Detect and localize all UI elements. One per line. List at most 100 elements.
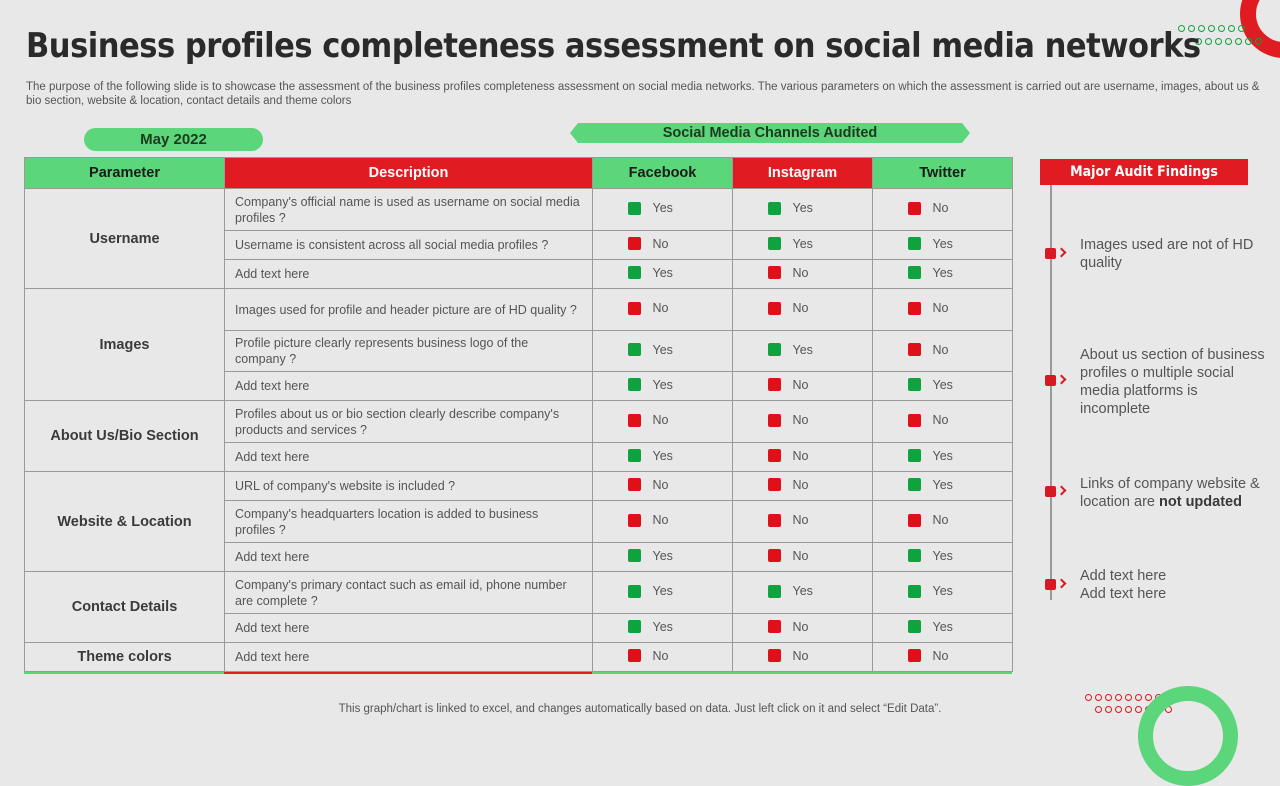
twitter-status-cell: Yes <box>872 471 1013 501</box>
red-square-icon <box>767 378 781 392</box>
green-square-icon <box>767 343 781 357</box>
facebook-status-label: Yes <box>652 619 673 634</box>
table-row: Add text here Yes No Yes <box>25 542 1013 572</box>
findings-heading: Major Audit Findings <box>1040 159 1248 185</box>
finding-1: Images used are not of HD quality <box>1080 236 1270 272</box>
finding-3-text: Links of company website & location are <box>1080 476 1260 510</box>
instagram-status-cell: No <box>732 400 873 443</box>
decorative-ring-green <box>1138 686 1238 786</box>
facebook-status-cell: No <box>592 500 733 543</box>
finding-marker-3 <box>1045 486 1056 497</box>
red-square-icon <box>767 513 781 527</box>
facebook-status-cell: Yes <box>592 371 733 401</box>
green-square-icon <box>627 378 641 392</box>
twitter-status-cell: Yes <box>872 230 1013 260</box>
twitter-status-cell: No <box>872 500 1013 543</box>
instagram-status-label: No <box>792 448 809 463</box>
table-row: Images Images used for profile and header… <box>24 288 1013 401</box>
green-square-icon <box>907 549 921 563</box>
finding-1-text: Images used are not of HD quality <box>1080 237 1254 271</box>
facebook-status-cell: Yes <box>592 571 733 614</box>
footer-note: This graph/chart is linked to excel, and… <box>338 703 942 715</box>
facebook-status-label: Yes <box>652 377 673 392</box>
green-square-icon <box>907 378 921 392</box>
instagram-status-cell: No <box>732 471 873 501</box>
facebook-status-label: No <box>652 413 669 428</box>
facebook-status-cell: Yes <box>592 613 733 643</box>
red-square-icon <box>767 301 781 315</box>
red-square-icon <box>767 449 781 463</box>
red-square-icon <box>907 201 921 215</box>
instagram-status-cell: No <box>732 542 873 572</box>
table-row: Add text here Yes No Yes <box>25 259 1013 289</box>
decorative-dots-top-2 <box>1195 32 1265 50</box>
twitter-status-cell: No <box>872 330 1013 372</box>
facebook-status-cell: Yes <box>592 442 733 472</box>
description-cell: Add text here <box>224 442 593 472</box>
twitter-status-label: Yes <box>932 448 953 463</box>
instagram-status-cell: No <box>732 500 873 543</box>
instagram-status-cell: No <box>732 442 873 472</box>
twitter-status-label: Yes <box>932 548 953 563</box>
green-square-icon <box>767 237 781 251</box>
twitter-status-cell: Yes <box>872 571 1013 614</box>
green-square-icon <box>627 266 641 280</box>
audit-table-body: Username Company's official name is used … <box>24 188 1013 672</box>
facebook-status-label: Yes <box>652 548 673 563</box>
red-square-icon <box>767 620 781 634</box>
twitter-status-cell: Yes <box>872 442 1013 472</box>
date-pill: May 2022 <box>84 128 263 151</box>
instagram-status-label: No <box>792 377 809 392</box>
red-square-icon <box>627 513 641 527</box>
facebook-status-cell: Yes <box>592 542 733 572</box>
instagram-status-cell: No <box>732 642 873 672</box>
table-header-row: Parameter Description Facebook Instagram… <box>24 157 1013 189</box>
red-square-icon <box>767 413 781 427</box>
red-square-icon <box>907 513 921 527</box>
finding-3: Links of company website & location are … <box>1080 475 1270 511</box>
table-row: Username Company's official name is used … <box>24 188 1013 289</box>
page-title: Business profiles completeness assessmen… <box>26 26 1201 66</box>
channels-banner: Social Media Channels Audited <box>570 123 970 143</box>
red-square-icon <box>767 549 781 563</box>
instagram-status-label: No <box>792 477 809 492</box>
facebook-status-cell: Yes <box>592 259 733 289</box>
finding-marker-4 <box>1045 579 1056 590</box>
parameter-cell: Username <box>24 188 225 289</box>
instagram-status-cell: Yes <box>732 230 873 260</box>
red-square-icon <box>767 266 781 280</box>
green-square-icon <box>627 449 641 463</box>
red-square-icon <box>907 301 921 315</box>
twitter-status-cell: Yes <box>872 259 1013 289</box>
finding-2: About us section of business profiles o … <box>1080 346 1270 418</box>
table-row: Website & Location URL of company's websi… <box>24 471 1013 572</box>
parameter-cell: Images <box>24 288 225 401</box>
facebook-status-cell: No <box>592 400 733 443</box>
twitter-status-cell: Yes <box>872 542 1013 572</box>
instagram-status-cell: No <box>732 371 873 401</box>
red-square-icon <box>767 478 781 492</box>
red-square-icon <box>627 649 641 663</box>
description-cell: Add text here <box>224 542 593 572</box>
facebook-status-cell: No <box>592 471 733 501</box>
description-cell: Company's primary contact such as email … <box>224 571 593 614</box>
instagram-status-label: Yes <box>792 201 813 216</box>
description-cell: Company's headquarters location is added… <box>224 500 593 543</box>
twitter-status-label: No <box>932 413 949 428</box>
instagram-status-cell: Yes <box>732 330 873 372</box>
finding-marker-1 <box>1045 248 1056 259</box>
twitter-status-cell: No <box>872 642 1013 672</box>
red-square-icon <box>907 413 921 427</box>
table-row: Add text here Yes No Yes <box>25 613 1013 643</box>
header-instagram: Instagram <box>732 157 873 189</box>
audit-table: Parameter Description Facebook Instagram… <box>24 157 1013 672</box>
twitter-status-label: No <box>932 342 949 357</box>
green-square-icon <box>907 584 921 598</box>
instagram-status-cell: No <box>732 259 873 289</box>
twitter-status-label: No <box>932 513 949 528</box>
instagram-status-cell: Yes <box>732 188 873 231</box>
twitter-status-cell: No <box>872 188 1013 231</box>
finding-3-bold: not updated <box>1159 494 1242 510</box>
instagram-status-label: No <box>792 619 809 634</box>
facebook-status-cell: No <box>592 288 733 331</box>
